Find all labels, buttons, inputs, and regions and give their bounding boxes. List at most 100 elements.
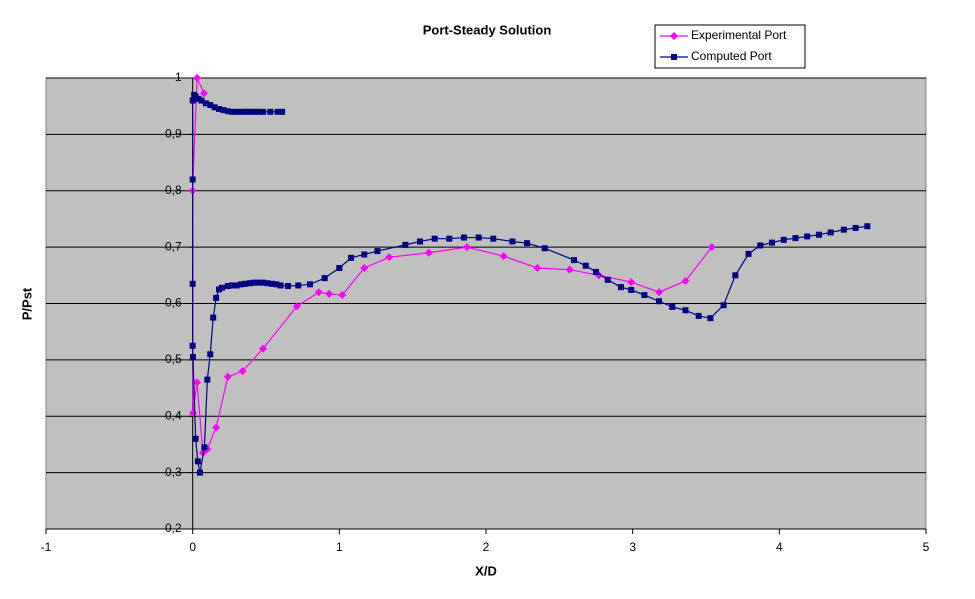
- data-point: [211, 104, 218, 111]
- data-point: [197, 469, 203, 476]
- data-point: [210, 314, 217, 321]
- data-point: [757, 242, 764, 249]
- data-point: [204, 376, 211, 383]
- data-point: [223, 372, 232, 381]
- data-point: [402, 241, 409, 248]
- data-point: [424, 248, 433, 257]
- data-point: [655, 288, 664, 297]
- data-point: [361, 251, 368, 258]
- data-point: [593, 268, 599, 275]
- data-point: [565, 265, 574, 274]
- data-point: [314, 288, 323, 297]
- data-point: [571, 257, 577, 264]
- x-tick-label: 0: [189, 540, 196, 554]
- data-point: [233, 108, 240, 115]
- data-point: [251, 279, 258, 286]
- data-point: [219, 284, 225, 291]
- data-point: [201, 444, 208, 451]
- y-tick-label: 0,3: [165, 465, 182, 479]
- data-point: [251, 108, 258, 115]
- x-tick-label: 5: [923, 540, 930, 554]
- data-point: [202, 100, 209, 107]
- chart-title: Port-Steady Solution: [423, 22, 552, 37]
- data-point: [815, 231, 822, 238]
- data-point: [617, 284, 624, 291]
- data-point: [273, 281, 280, 288]
- legend-label: Computed Port: [691, 49, 772, 63]
- data-point: [242, 108, 249, 115]
- data-point: [707, 243, 716, 252]
- data-point: [189, 354, 196, 361]
- data-point: [255, 279, 262, 286]
- x-tick-label: 2: [483, 540, 490, 554]
- data-point: [229, 282, 236, 289]
- data-point: [216, 106, 223, 113]
- y-tick-label: 0,2: [165, 521, 182, 535]
- data-point: [336, 264, 343, 271]
- data-point: [193, 378, 202, 387]
- data-point: [348, 254, 355, 261]
- y-tick-label: 0,4: [165, 408, 182, 422]
- data-point: [189, 342, 196, 349]
- data-point: [325, 289, 334, 298]
- data-point: [279, 108, 286, 115]
- data-point: [604, 276, 611, 283]
- data-point: [338, 291, 347, 300]
- data-point: [682, 307, 689, 314]
- data-point: [462, 243, 471, 252]
- data-point: [431, 235, 438, 242]
- x-axis-label: X/D: [475, 563, 497, 578]
- y-tick-label: 0,5: [165, 352, 182, 366]
- data-point: [260, 279, 267, 286]
- data-point: [840, 226, 847, 233]
- data-point: [321, 275, 328, 282]
- legend-box: [654, 24, 806, 69]
- legend-marker: [670, 32, 678, 40]
- y-tick-label: 0,8: [165, 183, 182, 197]
- data-point: [207, 351, 214, 358]
- data-point: [745, 250, 752, 257]
- data-point: [360, 263, 369, 272]
- data-point: [229, 108, 236, 115]
- x-tick-label: 3: [629, 540, 636, 554]
- data-point: [191, 91, 198, 98]
- data-point: [224, 283, 231, 290]
- data-point: [255, 108, 262, 115]
- data-point: [207, 102, 214, 109]
- data-point: [490, 235, 497, 242]
- data-point: [864, 223, 871, 230]
- data-point: [224, 108, 231, 115]
- data-point: [307, 281, 313, 288]
- data-point: [417, 238, 423, 245]
- data-point: [267, 108, 274, 115]
- data-point: [641, 292, 648, 299]
- data-point: [475, 234, 482, 241]
- data-point: [524, 240, 531, 247]
- data-point: [246, 108, 253, 115]
- data-point: [260, 108, 267, 115]
- data-point: [193, 74, 202, 82]
- data-point: [461, 234, 467, 241]
- x-tick-label: -1: [41, 540, 52, 554]
- data-point: [199, 89, 208, 98]
- data-point: [274, 108, 281, 115]
- data-point: [213, 294, 220, 301]
- data-point: [264, 280, 271, 287]
- data-point: [769, 239, 775, 246]
- data-point: [238, 281, 245, 288]
- data-point: [268, 280, 275, 287]
- data-point: [695, 312, 702, 319]
- data-point: [582, 262, 589, 269]
- data-point: [720, 302, 727, 309]
- data-point: [189, 97, 196, 104]
- data-point: [277, 282, 284, 289]
- data-point: [220, 107, 227, 114]
- data-point: [259, 344, 268, 353]
- data-point: [295, 282, 302, 289]
- data-point: [541, 245, 548, 252]
- data-point: [192, 435, 199, 442]
- data-point: [285, 283, 291, 290]
- y-tick-label: 1: [175, 70, 182, 84]
- y-tick-label: 0,9: [165, 127, 182, 141]
